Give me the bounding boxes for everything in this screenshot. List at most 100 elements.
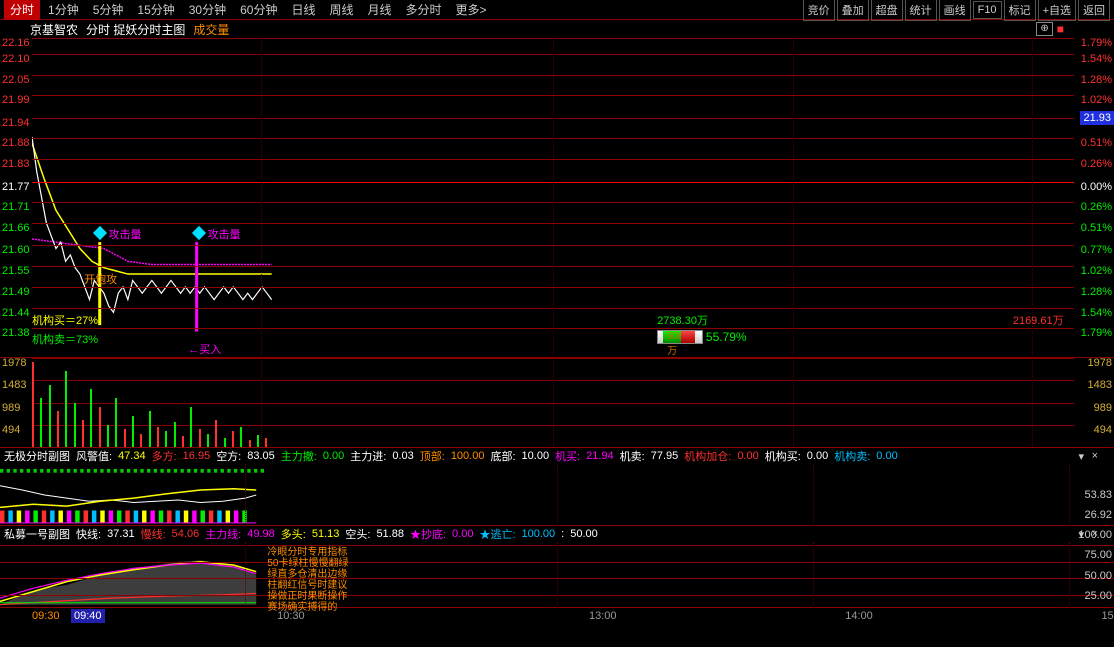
toolbar-button[interactable]: 画线 [939,0,971,21]
indicator-label: 机构卖: [834,448,870,464]
vol-left-axis: 1978 1483 989 494 [0,358,32,447]
panel-close-icon[interactable]: × [1092,450,1098,462]
chart-title-bar: 京基智农 分时 捉妖分时主图 成交量 ⊕ ■ [0,20,1114,38]
indicator-label: 51.13 [312,528,340,540]
timeframe-tab[interactable]: 更多> [450,0,493,20]
axis-tick: 21.44 [2,308,30,319]
indicator-label: : [561,528,564,540]
toolbar-button[interactable]: 竞价 [803,0,835,21]
timeframe-tab[interactable]: 多分时 [400,0,448,20]
timeframe-tabs: 分时1分钟5分钟15分钟30分钟60分钟日线周线月线多分时更多> [4,0,493,19]
axis-tick: 989 [2,403,20,414]
timeframe-tab[interactable]: 月线 [362,0,398,20]
right-y-axis: 1.79%1.54%1.28%1.02%0.51%0.26%0.00%0.26%… [1074,38,1114,357]
axis-tick: 1978 [2,358,26,369]
time-tick: 09:40 [71,609,105,623]
time-tick: 13:00 [589,610,617,622]
time-tick: 14:00 [845,610,873,622]
indicator-label: ★逃亡: [479,526,515,542]
axis-tick: 1.28% [1081,75,1112,86]
indicator-label: 空头: [345,526,370,542]
indicator-label: 0.00 [452,528,473,540]
indicator-2-body: 冷眼分时专用指标50卡绿柱慢慢翻绿绿直多仓清出边缘柱翻红信号时建议操做正时果断操… [0,542,1114,608]
indicator-label: 多头: [281,526,306,542]
timeframe-tab[interactable]: 1分钟 [42,0,85,20]
axis-tick: 0.26% [1081,202,1112,213]
expand-icon[interactable]: ⊕ [1036,22,1052,36]
indicator-label: 51.88 [376,528,404,540]
price-plot-area[interactable]: 攻击量攻击量开炮攻←买入机构买＝27%机构卖＝73%2738.30万2169.6… [32,38,1074,357]
indicator-panel-1[interactable]: 无极分时副图风警值:47.34多方:16.95空方:83.05主力撤:0.00主… [0,448,1114,526]
chart-marker: 攻击量 [95,226,142,242]
axis-tick: 1.79% [1081,328,1112,339]
toolbar-button[interactable]: 返回 [1078,0,1110,21]
indicator-label: 风警值: [76,448,112,464]
volume-label: 成交量 [193,21,229,38]
axis-tick: 1483 [2,380,26,391]
axis-tick: 0.51% [1081,138,1112,149]
indicator-label: 0.00 [323,450,344,462]
indicator-label: 54.06 [172,528,200,540]
volume-bars [32,358,1074,447]
vol-right-axis: 19781483989494 [1074,358,1114,447]
axis-tick: 1.02% [1081,266,1112,277]
main-price-chart[interactable]: 22.1622.1022.0521.9921.9421.8821.8321.77… [0,38,1114,358]
timeframe-tab[interactable]: 分时 [4,0,40,20]
axis-tick: 21.55 [2,266,30,277]
indicator-label: 10.00 [522,450,550,462]
toolbar-button[interactable]: 统计 [905,0,937,21]
toolbar-button[interactable]: 标记 [1004,0,1036,21]
toolbar-button[interactable]: +自选 [1038,0,1076,21]
indicator-label: 顶部: [420,448,445,464]
indicator-label: 机卖: [620,448,645,464]
indicator-label: 空方: [216,448,241,464]
toolbar-button[interactable]: 叠加 [837,0,869,21]
timeframe-tab[interactable]: 5分钟 [87,0,130,20]
axis-tick: 1978 [1088,358,1112,369]
settings-icon[interactable]: ■ [1057,22,1064,36]
panel-menu-icon[interactable]: ▾ [1078,450,1084,463]
indicator-label: 快线: [76,526,101,542]
chart-mode-label: 分时 捉妖分时主图 [86,21,185,38]
time-tick: 15:00 [1101,610,1114,622]
timeframe-tab[interactable]: 15分钟 [131,0,180,20]
indicator-description: 冷眼分时专用指标50卡绿柱慢慢翻绿绿直多仓清出边缘柱翻红信号时建议操做正时果断操… [267,547,348,613]
axis-tick: 22.16 [2,38,30,49]
axis-tick: 1.79% [1081,38,1112,49]
volume-chart[interactable]: 19781483989494 19781483989494 [0,358,1114,448]
indicator-1-header: 无极分时副图风警值:47.34多方:16.95空方:83.05主力撤:0.00主… [0,448,1114,464]
axis-tick: 0.51% [1081,223,1112,234]
indicator-label: 机构买: [765,448,801,464]
axis-tick: 21.99 [2,95,30,106]
indicator-label: 0.03 [392,450,413,462]
indicator-label: 主力进: [350,448,386,464]
toolbar-button[interactable]: 超盘 [871,0,903,21]
axis-tick: 21.49 [2,287,30,298]
timeframe-tab[interactable]: 周线 [323,0,359,20]
timeframe-tab[interactable]: 日线 [285,0,321,20]
money-flow-bar: 2738.30万2169.61万44.21%-508.69万55.79% [657,312,1063,344]
indicator-label: ★抄底: [410,526,446,542]
time-axis: 09:3009:4010:3013:0014:0015:00 [0,608,1114,624]
axis-tick: 21.77 [2,182,30,193]
indicator-label: 机构加仓: [684,448,731,464]
axis-tick: 1.28% [1081,287,1112,298]
axis-tick: 21.83 [2,159,30,170]
indicator-label: 多方: [152,448,177,464]
indicator-label: 100.00 [522,528,556,540]
indicator-label: 0.00 [737,450,758,462]
chart-marker: ←买入 [188,341,221,357]
time-tick: 09:30 [32,610,60,622]
axis-tick: 21.88 [2,138,30,149]
indicator-label: 机买: [555,448,580,464]
timeframe-tab[interactable]: 30分钟 [183,0,232,20]
toolbar-button[interactable]: F10 [973,1,1002,19]
stock-name: 京基智农 [30,21,78,38]
indicator-panel-2[interactable]: 私募一号副图快线:37.31慢线:54.06主力线:49.98多头:51.13空… [0,526,1114,608]
indicator-label: 47.34 [118,450,146,462]
axis-tick: 494 [2,425,20,436]
timeframe-tab[interactable]: 60分钟 [234,0,283,20]
indicator-2-header: 私募一号副图快线:37.31慢线:54.06主力线:49.98多头:51.13空… [0,526,1114,542]
axis-tick: 0.00% [1081,182,1112,193]
axis-tick: 989 [1094,403,1112,414]
